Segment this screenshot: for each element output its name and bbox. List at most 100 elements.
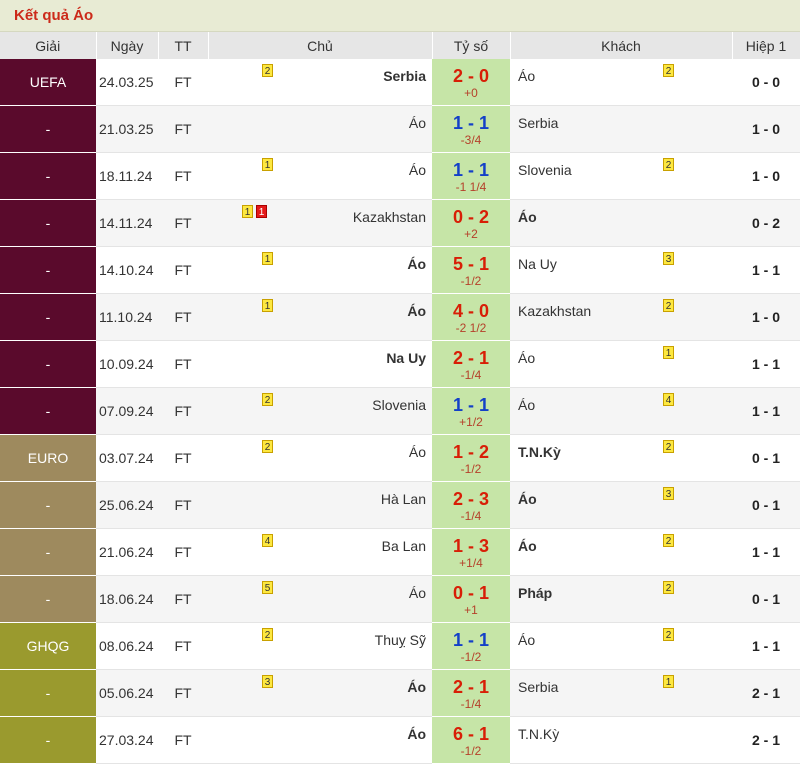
score-cell[interactable]: 1 - 1 -3/4: [432, 105, 510, 153]
away-team-cell[interactable]: Slovenia 2: [510, 152, 732, 200]
home-team-name[interactable]: Áo: [408, 162, 426, 178]
home-team-name[interactable]: Áo: [408, 444, 426, 460]
score-cell[interactable]: 2 - 3 -1/4: [432, 481, 510, 529]
home-team-cell[interactable]: 5 Áo: [208, 575, 432, 623]
away-team-cell[interactable]: Áo 2: [510, 622, 732, 670]
home-team-cell[interactable]: Áo: [208, 105, 432, 153]
score-cell[interactable]: 1 - 3 +1/4: [432, 528, 510, 576]
score-cell[interactable]: 0 - 1 +1: [432, 575, 510, 623]
away-team-cell[interactable]: Áo 3: [510, 481, 732, 529]
league-cell[interactable]: -: [0, 199, 96, 247]
away-team-cell[interactable]: Áo 1: [510, 340, 732, 388]
league-cell[interactable]: -: [0, 481, 96, 529]
table-row[interactable]: -27.03.24 FT Áo 6 - 1 -1/2 T.N.Kỳ 2 - 1: [0, 716, 800, 764]
full-time-score[interactable]: 1 - 1: [452, 160, 490, 180]
full-time-score[interactable]: 2 - 1: [452, 348, 490, 368]
away-team-cell[interactable]: Áo 2: [510, 528, 732, 576]
full-time-score[interactable]: 2 - 1: [452, 677, 490, 697]
col-header-status[interactable]: TT: [158, 32, 209, 59]
away-team-cell[interactable]: Na Uy 3: [510, 246, 732, 294]
col-header-home[interactable]: Chủ: [208, 32, 433, 59]
score-cell[interactable]: 6 - 1 -1/2: [432, 716, 510, 764]
col-header-away[interactable]: Khách: [510, 32, 733, 59]
table-row[interactable]: EURO 03.07.24 FT 2 Áo 1 - 2 -1/2 T.N.Kỳ 2 0 - 1: [0, 434, 800, 482]
league-cell[interactable]: -: [0, 669, 96, 717]
league-cell[interactable]: EURO: [0, 434, 96, 482]
score-cell[interactable]: 0 - 2 +2: [432, 199, 510, 247]
home-team-name[interactable]: Slovenia: [372, 397, 426, 413]
full-time-score[interactable]: 1 - 3: [452, 536, 490, 556]
home-team-cell[interactable]: 1 Áo: [208, 152, 432, 200]
score-cell[interactable]: 4 - 0 -2 1/2: [432, 293, 510, 341]
table-row[interactable]: -14.11.24 FT 1 1 Kazakhstan 0 - 2 +2 Áo 0 - 2: [0, 199, 800, 247]
league-cell[interactable]: GHQG: [0, 622, 96, 670]
home-team-cell[interactable]: 2 Áo: [208, 434, 432, 482]
home-team-name[interactable]: Áo: [407, 256, 426, 272]
away-team-cell[interactable]: Serbia: [510, 105, 732, 153]
home-team-name[interactable]: Áo: [407, 726, 426, 742]
table-row[interactable]: -18.11.24 FT 1 Áo 1 - 1 -1 1/4 Slovenia 2 1 - 0: [0, 152, 800, 200]
away-team-name[interactable]: Na Uy: [518, 256, 557, 272]
full-time-score[interactable]: 1 - 1: [452, 630, 490, 650]
away-team-cell[interactable]: Áo 2: [510, 59, 732, 106]
table-row[interactable]: -21.03.25 FT Áo 1 - 1 -3/4 Serbia 1 - 0: [0, 105, 800, 153]
full-time-score[interactable]: 6 - 1: [452, 724, 490, 744]
away-team-cell[interactable]: T.N.Kỳ 2: [510, 434, 732, 482]
away-team-name[interactable]: T.N.Kỳ: [518, 444, 561, 460]
home-team-name[interactable]: Kazakhstan: [352, 209, 426, 225]
home-team-cell[interactable]: 4 Ba Lan: [208, 528, 432, 576]
away-team-cell[interactable]: T.N.Kỳ: [510, 716, 732, 764]
table-row[interactable]: UEFA 24.03.25 FT 2 Serbia 2 - 0 +0 Áo 2 0 - 0: [0, 59, 800, 106]
table-row[interactable]: -25.06.24 FT Hà Lan 2 - 3 -1/4 Áo 3 0 - 1: [0, 481, 800, 529]
full-time-score[interactable]: 1 - 1: [452, 113, 490, 133]
table-row[interactable]: -11.10.24 FT 1 Áo 4 - 0 -2 1/2 Kazakhstan 2 1 - …: [0, 293, 800, 341]
home-team-name[interactable]: Áo: [408, 585, 426, 601]
table-row[interactable]: -07.09.24 FT 2 Slovenia 1 - 1 +1/2 Áo 4 1 - 1: [0, 387, 800, 435]
away-team-name[interactable]: Áo: [518, 68, 536, 84]
score-cell[interactable]: 1 - 2 -1/2: [432, 434, 510, 482]
league-cell[interactable]: -: [0, 246, 96, 294]
score-cell[interactable]: 1 - 1 -1 1/4: [432, 152, 510, 200]
col-header-league[interactable]: Giải: [0, 32, 97, 59]
table-row[interactable]: GHQG 08.06.24 FT 2 Thuỵ Sỹ 1 - 1 -1/2 Áo 2 1 - 1: [0, 622, 800, 670]
home-team-cell[interactable]: 3 Áo: [208, 669, 432, 717]
league-cell[interactable]: -: [0, 105, 96, 153]
league-cell[interactable]: -: [0, 152, 96, 200]
table-row[interactable]: -10.09.24 FT Na Uy 2 - 1 -1/4 Áo 1 1 - 1: [0, 340, 800, 388]
away-team-name[interactable]: Serbia: [518, 115, 559, 131]
league-cell[interactable]: -: [0, 716, 96, 764]
home-team-name[interactable]: Serbia: [383, 68, 426, 84]
away-team-name[interactable]: Áo: [518, 538, 537, 554]
home-team-name[interactable]: Na Uy: [386, 350, 426, 366]
away-team-name[interactable]: Áo: [518, 397, 536, 413]
home-team-name[interactable]: Áo: [407, 679, 426, 695]
full-time-score[interactable]: 1 - 1: [452, 395, 490, 415]
home-team-cell[interactable]: Hà Lan: [208, 481, 432, 529]
score-cell[interactable]: 1 - 1 -1/2: [432, 622, 510, 670]
score-cell[interactable]: 1 - 1 +1/2: [432, 387, 510, 435]
league-cell[interactable]: UEFA: [0, 59, 96, 106]
home-team-name[interactable]: Áo: [408, 115, 426, 131]
away-team-name[interactable]: Áo: [518, 350, 536, 366]
table-row[interactable]: -18.06.24 FT 5 Áo 0 - 1 +1 Pháp 2 0 - 1: [0, 575, 800, 623]
full-time-score[interactable]: 4 - 0: [452, 301, 490, 321]
full-time-score[interactable]: 5 - 1: [452, 254, 490, 274]
score-cell[interactable]: 5 - 1 -1/2: [432, 246, 510, 294]
home-team-cell[interactable]: 1 1 Kazakhstan: [208, 199, 432, 247]
away-team-cell[interactable]: Serbia 1: [510, 669, 732, 717]
full-time-score[interactable]: 2 - 0: [452, 66, 490, 86]
away-team-name[interactable]: Áo: [518, 632, 536, 648]
home-team-name[interactable]: Áo: [407, 303, 426, 319]
col-header-halftime[interactable]: Hiệp 1: [732, 32, 800, 59]
home-team-name[interactable]: Thuỵ Sỹ: [374, 632, 426, 648]
col-header-date[interactable]: Ngày: [96, 32, 159, 59]
home-team-cell[interactable]: 2 Thuỵ Sỹ: [208, 622, 432, 670]
away-team-cell[interactable]: Áo: [510, 199, 732, 247]
away-team-name[interactable]: Áo: [518, 209, 537, 225]
home-team-cell[interactable]: 1 Áo: [208, 246, 432, 294]
full-time-score[interactable]: 1 - 2: [452, 442, 490, 462]
col-header-score[interactable]: Tỷ số: [432, 32, 511, 59]
score-cell[interactable]: 2 - 1 -1/4: [432, 340, 510, 388]
table-row[interactable]: -05.06.24 FT 3 Áo 2 - 1 -1/4 Serbia 1 2 - 1: [0, 669, 800, 717]
home-team-cell[interactable]: Na Uy: [208, 340, 432, 388]
